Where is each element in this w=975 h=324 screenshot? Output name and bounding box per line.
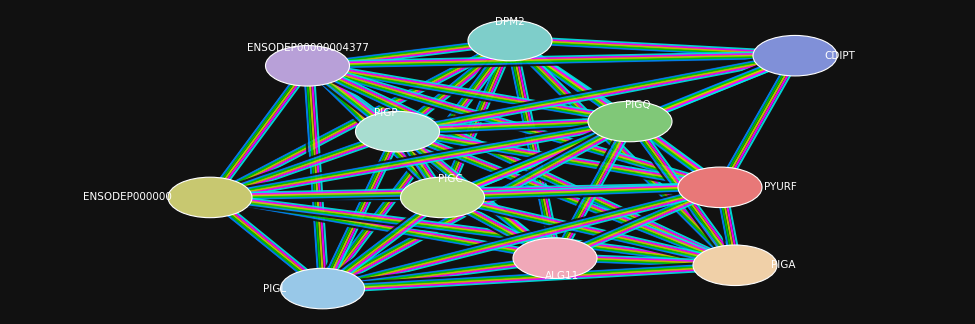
Ellipse shape — [168, 177, 252, 218]
Ellipse shape — [588, 101, 672, 142]
Text: ENSODEP000000: ENSODEP000000 — [83, 192, 172, 202]
Text: PIGP: PIGP — [373, 109, 398, 118]
Text: PIGA: PIGA — [771, 260, 796, 270]
Ellipse shape — [281, 268, 365, 309]
Text: DPM2: DPM2 — [495, 17, 525, 27]
Text: ALG11: ALG11 — [545, 272, 579, 282]
Text: PIGC: PIGC — [438, 174, 462, 184]
Ellipse shape — [693, 245, 777, 285]
Text: PIGQ: PIGQ — [625, 100, 650, 110]
Ellipse shape — [513, 238, 597, 278]
Ellipse shape — [753, 35, 837, 76]
Ellipse shape — [401, 177, 485, 218]
Text: ENSODEP00000004377: ENSODEP00000004377 — [247, 42, 369, 52]
Text: PYURF: PYURF — [763, 182, 797, 192]
Ellipse shape — [356, 111, 440, 152]
Ellipse shape — [265, 46, 349, 86]
Text: CDIPT: CDIPT — [825, 51, 855, 61]
Text: PIGL: PIGL — [263, 284, 286, 294]
Ellipse shape — [678, 167, 762, 208]
Ellipse shape — [468, 20, 552, 61]
